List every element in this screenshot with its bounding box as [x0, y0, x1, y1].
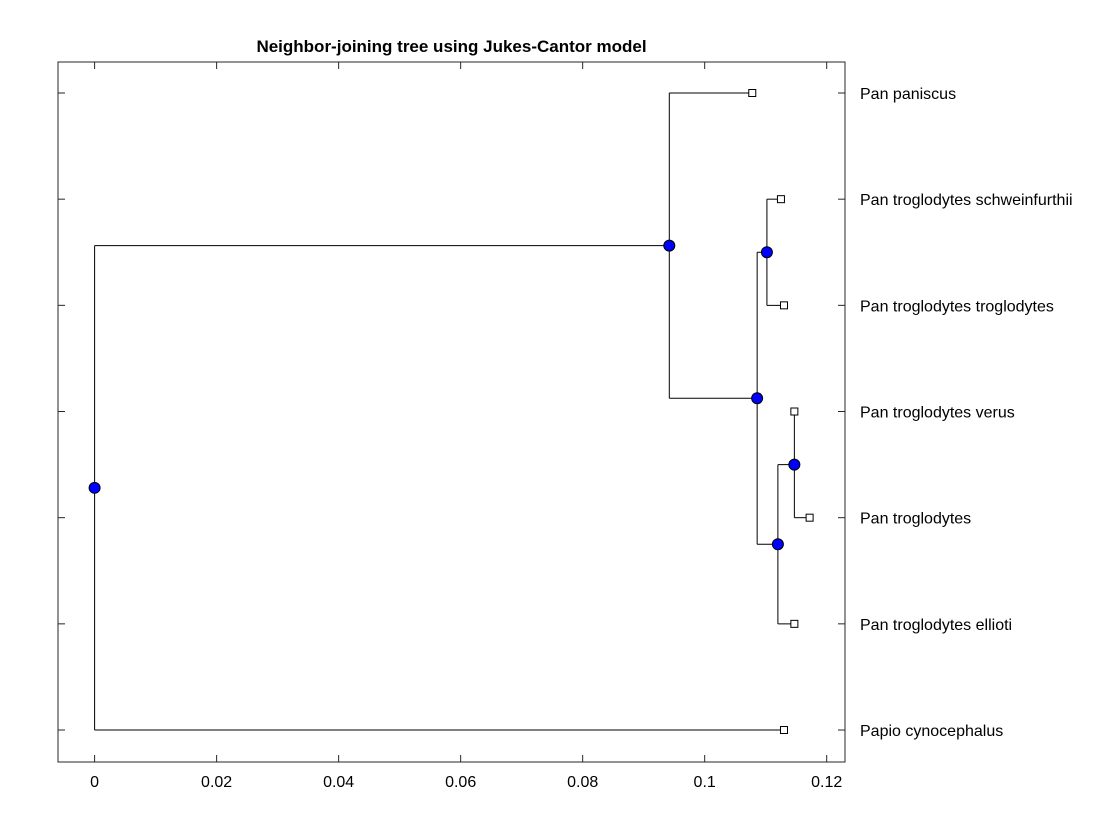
x-tick-label: 0.04 — [323, 774, 354, 791]
leaf-label: Papio cynocephalus — [860, 723, 1003, 740]
tree-nodes — [88, 89, 814, 735]
leaf-label: Pan troglodytes verus — [860, 405, 1015, 422]
internal-node-marker — [663, 239, 676, 252]
leaf-label: Pan troglodytes ellioti — [860, 617, 1012, 634]
leaf-label: Pan troglodytes troglodytes — [860, 298, 1054, 315]
tree-branches — [94, 92, 810, 731]
leaf-label: Pan paniscus — [860, 86, 956, 103]
leaf-node-marker — [790, 619, 799, 628]
chart-title: Neighbor-joining tree using Jukes-Cantor… — [256, 37, 647, 56]
leaf-node-marker — [805, 513, 814, 522]
leaf-node-marker — [779, 301, 788, 310]
leaf-node-marker — [776, 195, 785, 204]
x-tick-label: 0 — [90, 774, 99, 791]
x-tick-label: 0.12 — [811, 774, 842, 791]
x-tick-label: 0.1 — [694, 774, 716, 791]
internal-node-marker — [788, 458, 801, 471]
internal-node-marker — [751, 392, 764, 405]
leaf-node-marker — [790, 407, 799, 416]
internal-node-marker — [771, 538, 784, 551]
leaf-labels: Pan paniscus Pan troglodytes schweinfurth… — [860, 86, 1073, 740]
x-tick-label: 0.02 — [201, 774, 232, 791]
x-tick-label: 0.08 — [567, 774, 598, 791]
internal-node-marker — [760, 246, 773, 259]
axes-box — [57, 61, 846, 763]
leaf-label: Pan troglodytes schweinfurthii — [860, 192, 1073, 209]
axes-frame: 0 0.02 0.04 0.06 0.08 0.1 0.12 — [57, 61, 846, 791]
leaf-node-marker — [779, 726, 788, 735]
internal-node-marker — [88, 481, 101, 494]
leaf-label: Pan troglodytes — [860, 511, 971, 528]
x-tick-label: 0.06 — [445, 774, 476, 791]
leaf-node-marker — [748, 89, 757, 97]
